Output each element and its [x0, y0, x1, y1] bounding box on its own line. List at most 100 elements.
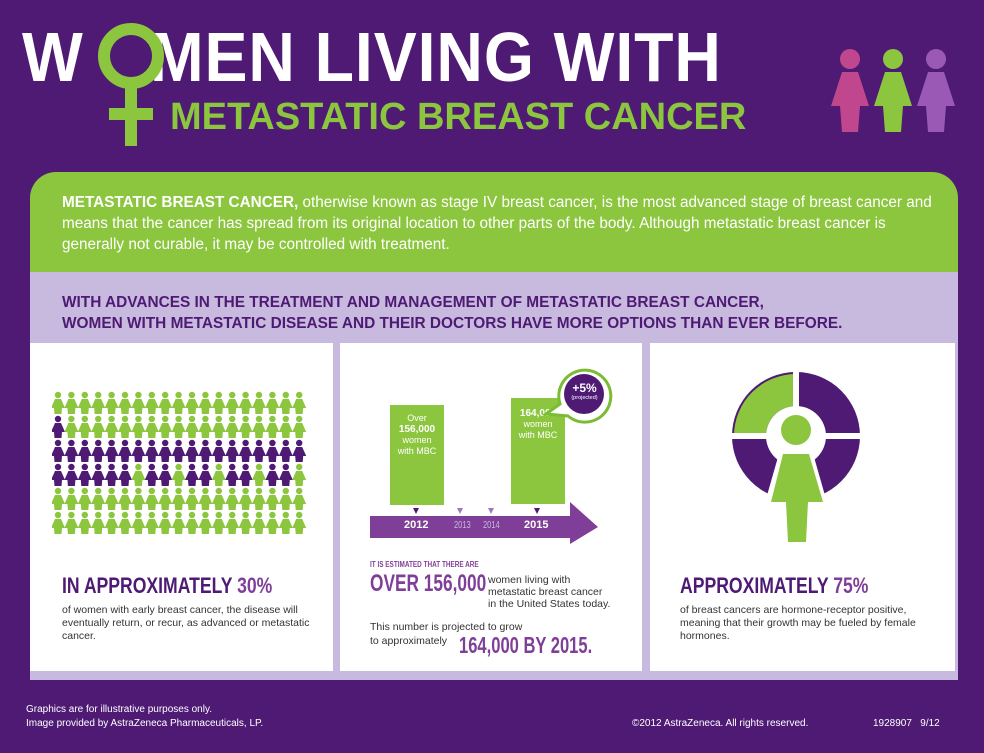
- woman-figure-icon: [131, 439, 146, 462]
- woman-figure-icon: [265, 415, 280, 438]
- advances-line1: WITH ADVANCES IN THE TREATMENT AND MANAG…: [62, 294, 764, 311]
- woman-figure-icon: [91, 463, 106, 486]
- woman-figure-icon: [171, 487, 186, 510]
- recurrence-heading-prefix: IN APPROXIMATELY: [62, 573, 238, 598]
- woman-figure-icon: [158, 415, 173, 438]
- intro-body: otherwise known as stage IV breast cance…: [62, 194, 932, 253]
- woman-figure-icon: [185, 463, 199, 486]
- woman-figure-icon: [238, 439, 253, 462]
- woman-figure-icon: [225, 463, 240, 486]
- over-desc-line3: in the United States today.: [488, 598, 611, 610]
- hormone-heading-prefix: APPROXIMATELY: [680, 573, 834, 598]
- woman-figure-icon: [185, 415, 199, 438]
- woman-figure-icon: [158, 511, 173, 534]
- hormone-ring-icon: [730, 370, 864, 546]
- woman-figure-icon: [171, 511, 186, 534]
- projection-badge: [541, 368, 613, 424]
- woman-figure-icon: [131, 391, 146, 414]
- advances-heading: WITH ADVANCES IN THE TREATMENT AND MANAG…: [62, 292, 942, 334]
- woman-figure-icon: [292, 463, 307, 486]
- projection-164000: 164,000 BY 2015.: [459, 632, 593, 658]
- woman-figure-icon: [252, 391, 266, 414]
- woman-figure-icon: [252, 463, 266, 486]
- woman-figure-icon: [158, 487, 173, 510]
- woman-figure-icon: [77, 487, 92, 510]
- woman-figure-icon: [77, 439, 92, 462]
- woman-figure-icon: [52, 463, 65, 486]
- footer-provider: Image provided by AstraZeneca Pharmaceut…: [26, 718, 264, 729]
- woman-figure-icon: [171, 391, 186, 414]
- woman-figure-icon: [211, 487, 226, 510]
- box-2012-line3: women: [402, 435, 432, 445]
- box-2012-line1: Over: [407, 413, 427, 423]
- woman-figure-icon: [292, 391, 307, 414]
- box-2015-line3: with MBC: [518, 430, 558, 440]
- woman-figure-icon: [77, 511, 92, 534]
- woman-figure-icon: [238, 415, 253, 438]
- year-2012: 2012: [404, 519, 429, 531]
- timeline-arrow: [370, 502, 598, 544]
- woman-figure-icon: [265, 487, 280, 510]
- woman-figure-icon: [265, 463, 280, 486]
- woman-figure-icon: [252, 511, 266, 534]
- woman-figure-icon: [265, 511, 280, 534]
- woman-figure-icon: [211, 463, 226, 486]
- over-156000: OVER 156,000: [370, 570, 487, 597]
- woman-figure-icon: [118, 439, 132, 462]
- woman-figure-icon: [185, 487, 199, 510]
- woman-figure-icon: [211, 439, 226, 462]
- woman-figure-icon: [118, 463, 132, 486]
- woman-figure-icon: [292, 511, 307, 534]
- year-2014: 2014: [483, 520, 500, 531]
- box-2015-line2: women: [523, 419, 553, 429]
- women-grid-icon: [52, 391, 307, 534]
- woman-figure-icon: [52, 439, 65, 462]
- badge-percent: +5%: [572, 381, 597, 395]
- woman-figure-icon: [52, 415, 65, 438]
- recurrence-text: of women with early breast cancer, the d…: [62, 604, 310, 642]
- recurrence-percent: 30%: [237, 573, 273, 598]
- woman-figure-icon: [91, 391, 106, 414]
- woman-figure-icon: [144, 487, 159, 510]
- woman-figure-icon: [91, 439, 106, 462]
- woman-figure-icon: [225, 391, 240, 414]
- woman-figure-icon: [185, 511, 199, 534]
- woman-figure-icon: [198, 511, 213, 534]
- woman-figure-icon: [118, 487, 132, 510]
- woman-figure-icon: [225, 511, 240, 534]
- year-2015: 2015: [524, 519, 549, 531]
- woman-figure-icon: [198, 439, 213, 462]
- woman-figure-icon: [144, 391, 159, 414]
- woman-figure-icon: [265, 439, 280, 462]
- woman-figure-icon: [131, 415, 146, 438]
- woman-figure-icon: [144, 439, 159, 462]
- woman-figure-icon: [131, 511, 146, 534]
- woman-figure-icon: [52, 511, 65, 534]
- woman-figure-icon: [52, 391, 65, 414]
- year-2013: 2013: [454, 520, 471, 531]
- box-2015-number: 164,000: [519, 408, 557, 419]
- title-rest: MEN LIVING WITH: [149, 18, 722, 96]
- woman-figure-icon: [91, 487, 106, 510]
- woman-figure-icon: [118, 511, 132, 534]
- hormone-percent: 75%: [833, 573, 869, 598]
- woman-figure-icon: [238, 391, 253, 414]
- intro-banner: [30, 172, 958, 272]
- woman-figure-icon: [211, 391, 226, 414]
- woman-figure-icon: [198, 463, 213, 486]
- woman-figure-icon: [144, 463, 159, 486]
- hormone-heading: APPROXIMATELY 75%: [680, 573, 868, 599]
- woman-figure-icon: [238, 463, 253, 486]
- woman-figure-icon: [225, 439, 240, 462]
- woman-figure-icon: [104, 463, 119, 486]
- projection-line1: This number is projected to grow: [370, 621, 523, 633]
- woman-figure-icon: [104, 487, 119, 510]
- badge-note: (projected): [571, 395, 598, 401]
- woman-figure-icon: [198, 415, 213, 438]
- hormone-text: of breast cancers are hormone-receptor p…: [680, 604, 916, 642]
- woman-figure-icon: [131, 463, 146, 486]
- woman-figure-icon: [292, 439, 307, 462]
- box-2012-line4: with MBC: [397, 446, 437, 456]
- woman-figure-icon: [278, 415, 293, 438]
- woman-figure-icon: [64, 415, 79, 438]
